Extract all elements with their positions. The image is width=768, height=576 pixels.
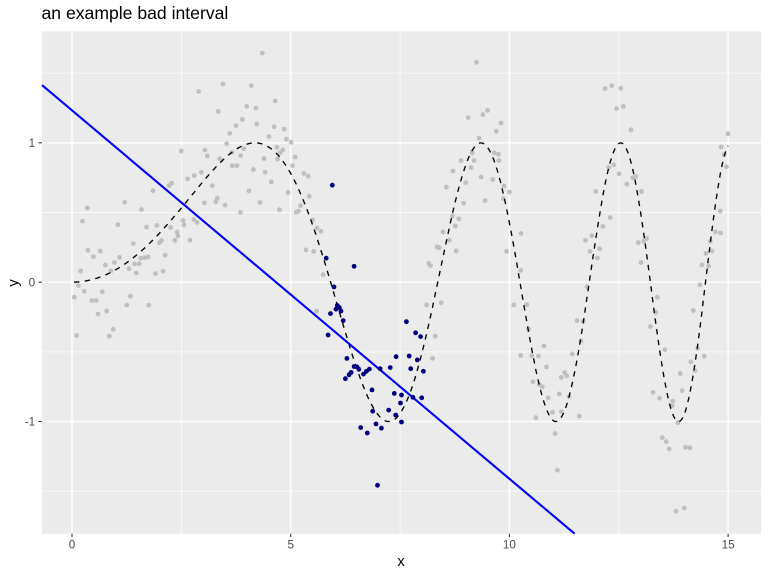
svg-text:x: x bbox=[397, 554, 405, 570]
svg-text:5: 5 bbox=[287, 539, 294, 552]
svg-text:1: 1 bbox=[29, 137, 36, 150]
svg-text:15: 15 bbox=[722, 539, 736, 552]
svg-text:0: 0 bbox=[29, 276, 36, 289]
svg-text:-1: -1 bbox=[25, 416, 35, 429]
svg-text:y: y bbox=[6, 279, 22, 287]
svg-text:an example bad interval: an example bad interval bbox=[42, 3, 229, 23]
svg-text:10: 10 bbox=[503, 539, 517, 552]
svg-text:0: 0 bbox=[69, 539, 76, 552]
